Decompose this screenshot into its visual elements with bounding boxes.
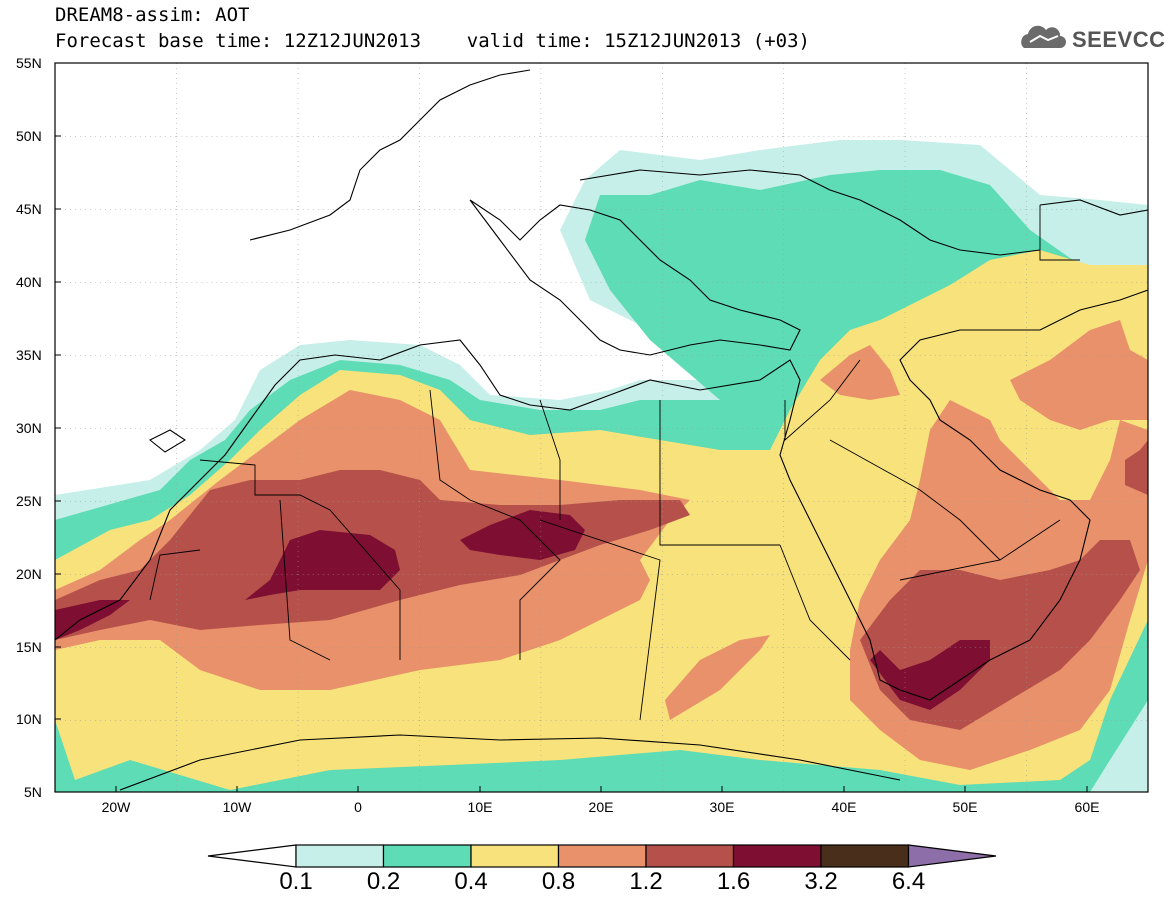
lon-label: 40E — [831, 799, 857, 815]
country-borders — [149, 205, 1080, 721]
lat-label: 55N — [16, 55, 42, 71]
lon-label: 20E — [588, 799, 614, 815]
colorbar-high-arrow — [907, 844, 997, 868]
colorbar-label: 1.2 — [629, 868, 663, 895]
colorbar-low-arrow — [207, 844, 297, 868]
lat-label: 30N — [16, 420, 42, 436]
cloud-logo-icon — [1021, 25, 1066, 48]
lon-label: 30E — [709, 799, 735, 815]
lat-label: 40N — [16, 274, 42, 290]
coastlines — [55, 69, 1148, 791]
lat-label: 50N — [16, 128, 42, 144]
colorbar-label: 0.1 — [279, 868, 313, 895]
lon-label: 50E — [952, 799, 978, 815]
colorbar-swatch-0.2 — [382, 844, 472, 868]
axis-ticks — [55, 62, 1088, 792]
colorbar-swatch-3.2 — [820, 844, 910, 868]
logo-text: SEEVCCC — [1072, 27, 1165, 52]
colorbar — [207, 844, 997, 868]
colorbar-swatch-0.1 — [295, 844, 385, 868]
lat-label: 10N — [16, 711, 42, 727]
lon-label: 20W — [101, 799, 131, 815]
colorbar-label: 0.2 — [366, 868, 401, 895]
lat-label: 5N — [24, 784, 42, 800]
colorbar-label: 0.4 — [454, 868, 488, 895]
colorbar-swatch-0.8 — [557, 844, 647, 868]
map-title: DREAM8-assim: AOT — [55, 4, 250, 26]
lon-label: 60E — [1074, 799, 1100, 815]
forecast-time-line: Forecast base time: 12Z12JUN2013 valid t… — [55, 30, 810, 52]
lat-label: 25N — [16, 493, 42, 509]
colorbar-label: 3.2 — [804, 868, 838, 895]
colorbar-label: 6.4 — [891, 868, 926, 895]
colorbar-swatch-1.6 — [732, 844, 822, 868]
lat-label: 15N — [16, 639, 42, 655]
aot-field — [55, 63, 1148, 792]
lon-label: 10W — [222, 799, 252, 815]
lon-label: 0 — [354, 799, 362, 815]
lat-label: 20N — [16, 566, 42, 582]
colorbar-swatch-1.2 — [645, 844, 735, 868]
lat-label: 35N — [16, 347, 42, 363]
lon-label: 10E — [467, 799, 493, 815]
colorbar-swatch-0.4 — [470, 844, 560, 868]
colorbar-label: 0.8 — [541, 868, 576, 895]
colorbar-label: 1.6 — [716, 868, 751, 895]
lat-label: 45N — [16, 201, 42, 217]
